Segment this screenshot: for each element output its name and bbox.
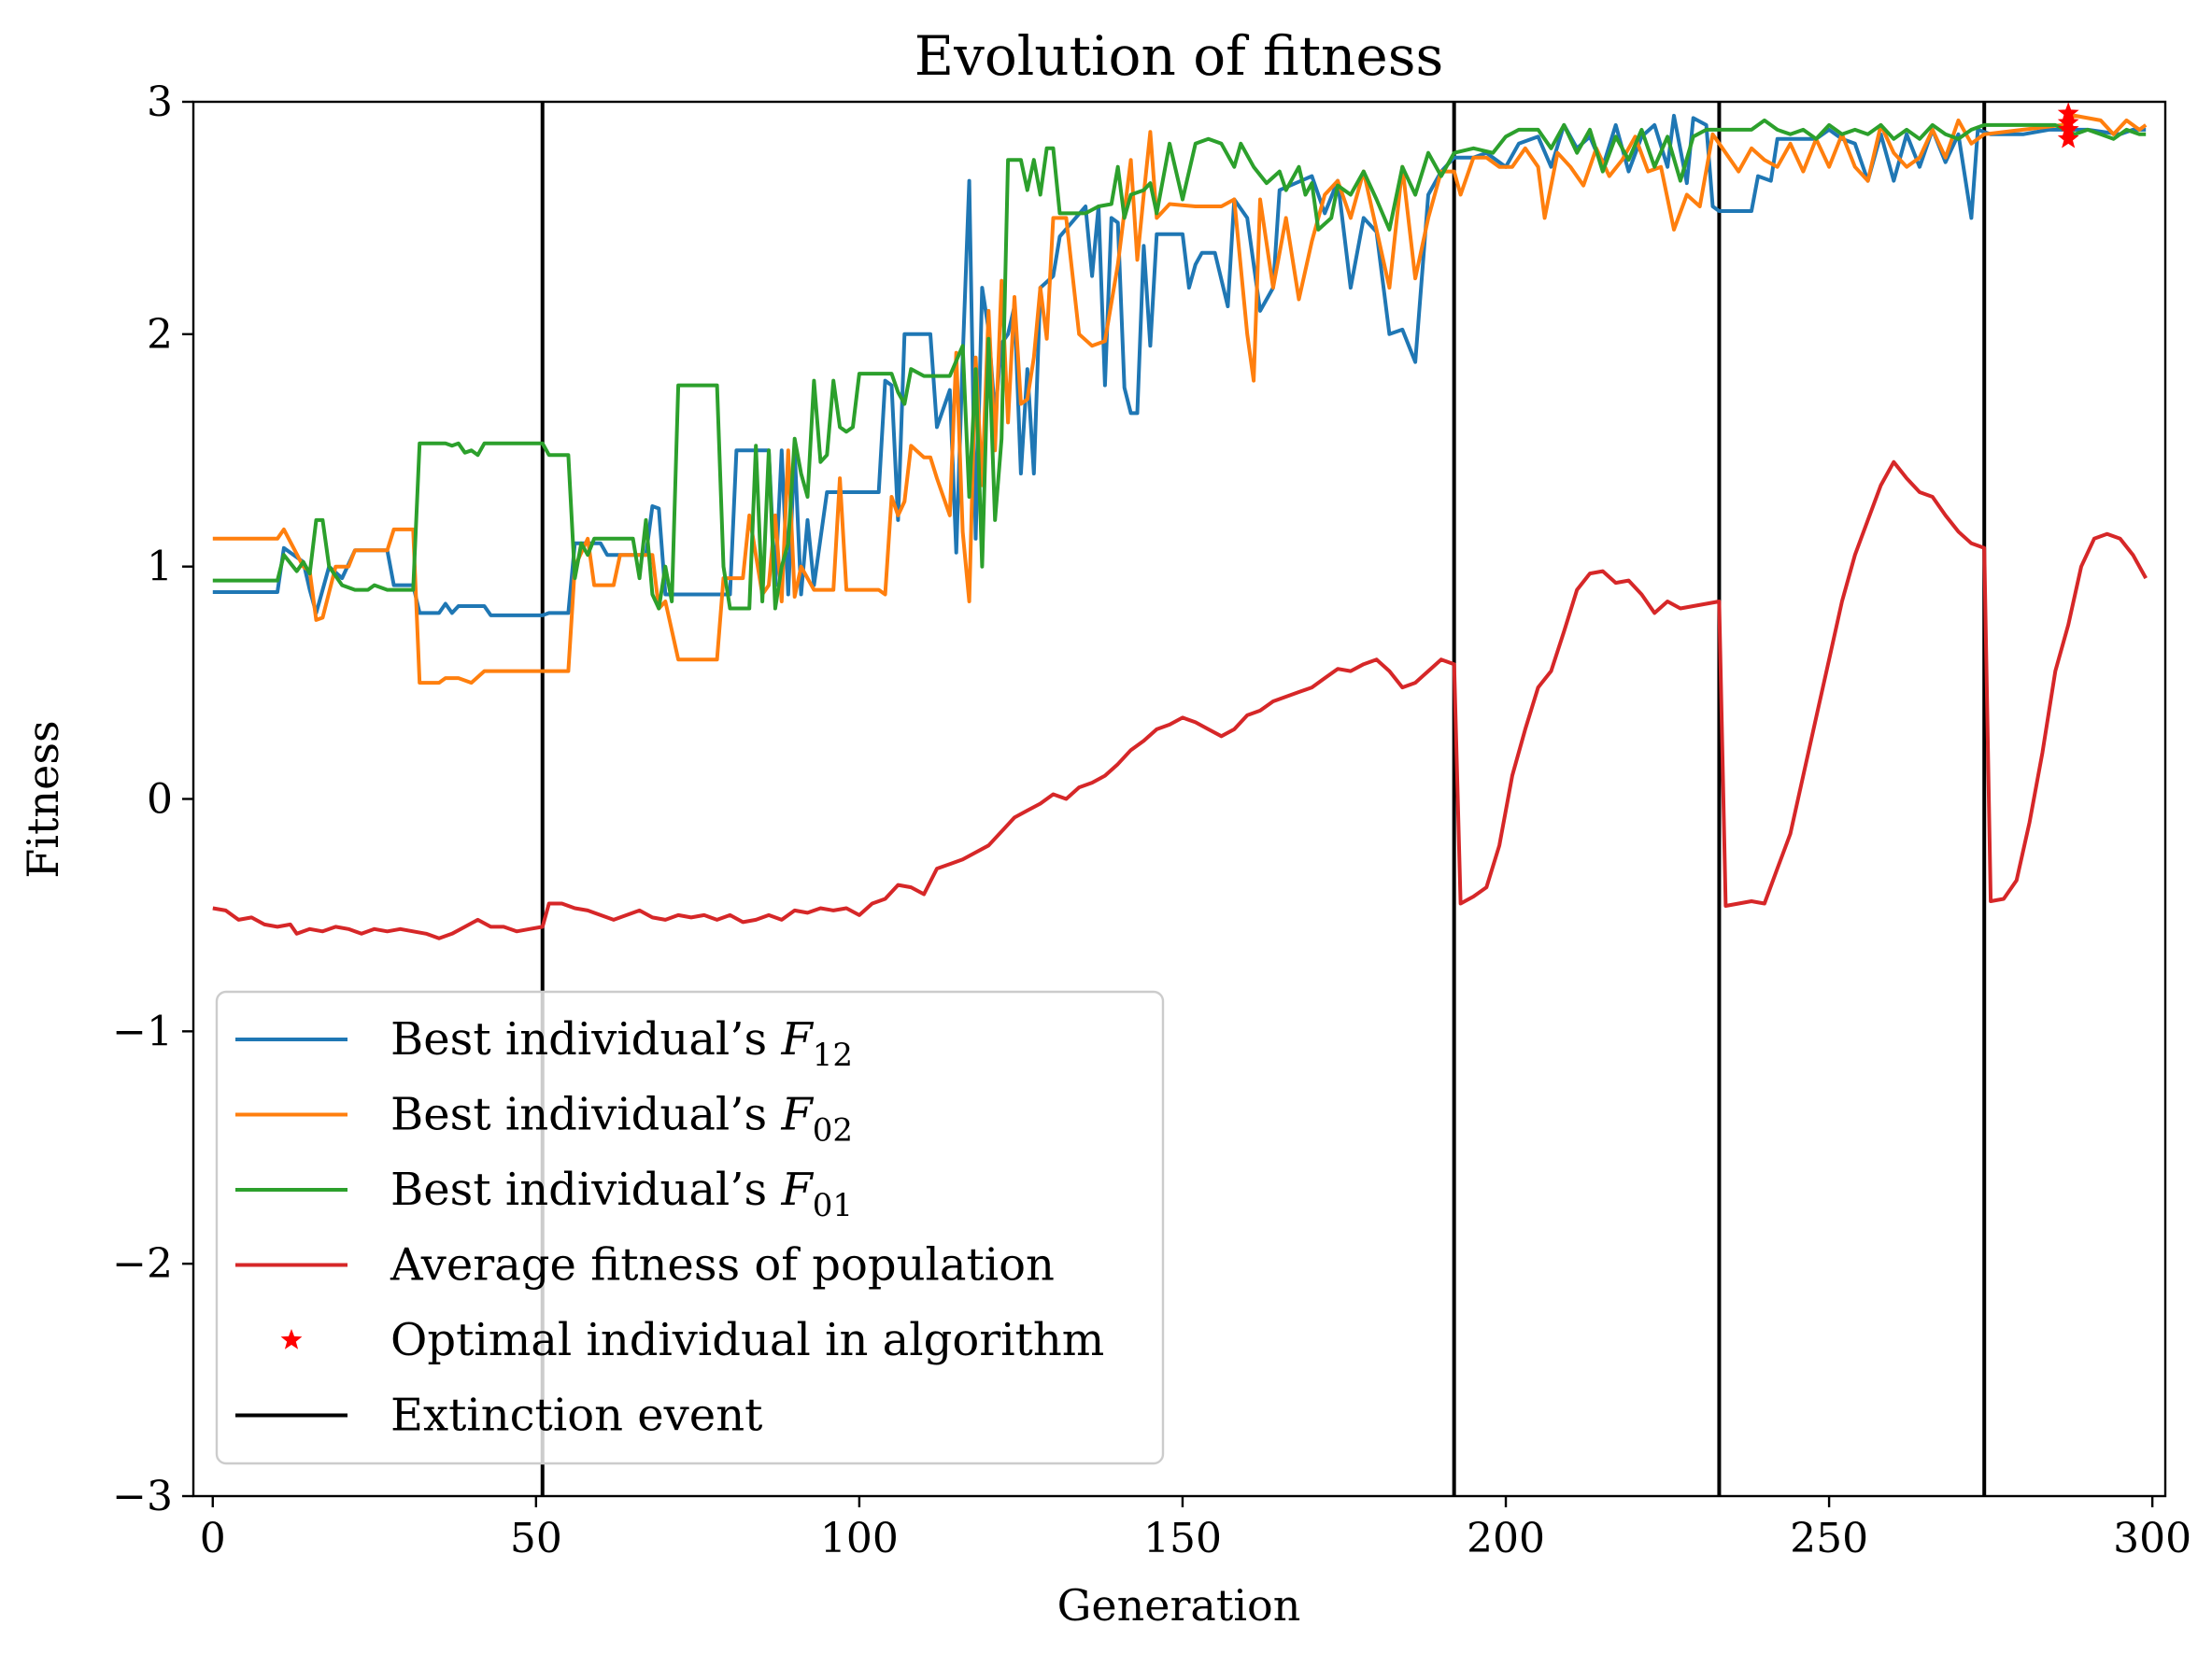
legend: Best individual’s F12 Best individual’s F… xyxy=(215,990,1165,1465)
y-tick-label: 2 xyxy=(147,311,173,359)
y-axis-label: Fitness xyxy=(18,720,68,878)
x-tick-label: 150 xyxy=(1143,1515,1222,1562)
legend-label: Average fitness of population xyxy=(390,1239,1055,1292)
legend-label: Best individual’s F01 xyxy=(390,1164,853,1224)
x-axis-ticks: 0 50 100 150 200 250 300 xyxy=(200,1496,2191,1562)
series-line-best-individual-s-f01 xyxy=(212,118,2147,611)
y-axis-ticks: −3 −2 −1 0 1 2 3 xyxy=(112,78,193,1520)
plot-area xyxy=(212,102,2148,1496)
y-tick-label: −1 xyxy=(112,1008,173,1055)
legend-label: Best individual’s F12 xyxy=(390,1013,853,1074)
series-line-best-individual-s-f12 xyxy=(212,113,2147,617)
x-tick-label: 300 xyxy=(2113,1515,2191,1562)
y-tick-label: −2 xyxy=(112,1240,173,1288)
x-tick-label: 100 xyxy=(820,1515,899,1562)
x-tick-label: 200 xyxy=(1467,1515,1545,1562)
y-tick-label: 1 xyxy=(147,544,173,591)
y-tick-label: 3 xyxy=(147,78,173,126)
legend-label: Optimal individual in algorithm xyxy=(390,1314,1104,1366)
chart-title: Evolution of fitness xyxy=(915,24,1444,88)
x-tick-label: 0 xyxy=(200,1515,226,1562)
y-tick-label: −3 xyxy=(112,1473,173,1520)
series-line-average-fitness-of-population xyxy=(212,459,2148,940)
legend-swatch xyxy=(280,1329,303,1349)
series-line-best-individual-s-f02 xyxy=(212,113,2148,685)
x-tick-label: 250 xyxy=(1790,1515,1868,1562)
legend-label: Best individual’s F02 xyxy=(390,1089,853,1150)
x-axis-label: Generation xyxy=(1057,1580,1301,1631)
y-tick-label: 0 xyxy=(147,776,173,824)
optimal-point-3 xyxy=(2057,127,2079,148)
legend-label: Extinction event xyxy=(390,1390,762,1442)
x-tick-label: 50 xyxy=(510,1515,562,1562)
legend-box xyxy=(215,990,1165,1465)
